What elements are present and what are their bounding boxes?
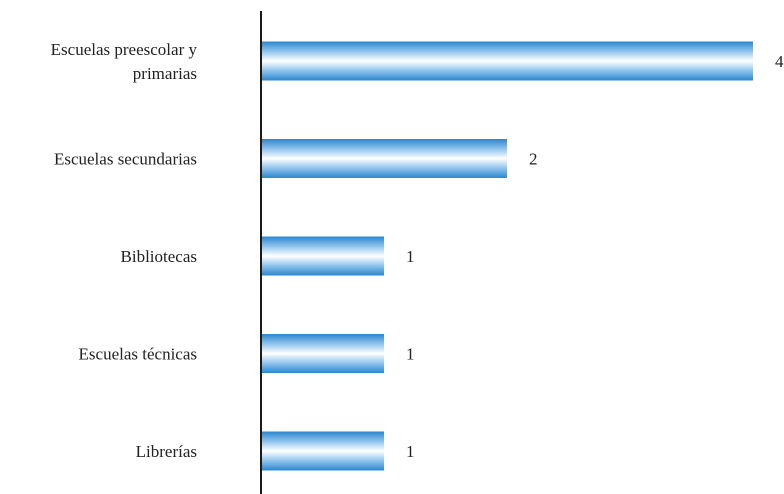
bar-4 [261,431,384,471]
value-label-3: 1 [406,345,415,364]
category-label-2: Bibliotecas [121,247,197,266]
category-label-line: Librerías [136,442,197,461]
category-labels-group: Escuelas preescolar y primarias Escuelas s… [51,40,198,461]
value-label-0: 4 [775,52,784,71]
value-labels-group: 4 2 1 1 1 [406,52,784,461]
value-label-1: 2 [529,150,538,169]
bars-group [261,41,753,471]
category-label-line: primarias [133,64,197,83]
value-label-2: 1 [406,247,415,266]
category-label-1: Escuelas secundarias [54,150,197,169]
category-label-line: Escuelas técnicas [79,345,197,364]
category-label-0: Escuelas preescolar y primarias [51,40,198,83]
category-label-line: Escuelas secundarias [54,150,197,169]
bar-2 [261,236,384,276]
bar-1 [261,139,507,178]
category-label-3: Escuelas técnicas [79,345,197,364]
value-label-4: 1 [406,442,415,461]
bar-3 [261,334,384,373]
category-label-4: Librerías [136,442,197,461]
category-label-line: Bibliotecas [121,247,197,266]
category-label-line: Escuelas preescolar y [51,40,198,59]
bar-0 [261,41,753,81]
